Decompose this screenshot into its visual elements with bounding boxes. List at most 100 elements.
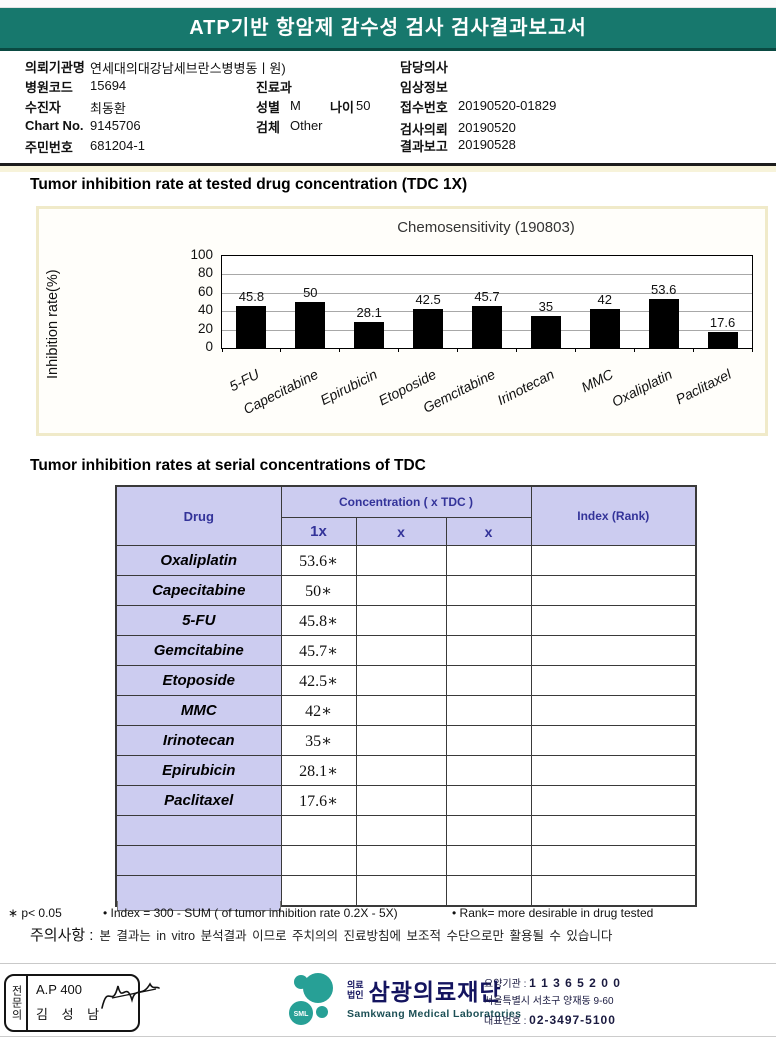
specialist-stamp: 전문의 A.P 400 김 성 남 [4,974,160,1032]
corp-info-block: 요양기관 : 1 1 3 6 5 2 0 0 서울특별시 서초구 양재동 9-6… [484,973,621,1031]
bar-value-label: 53.6 [651,281,677,297]
y-axis-label: Inhibition rate(%) [45,269,61,379]
section-divider [0,163,776,166]
table-row: Gemcitabine 45.7∗ [115,635,697,666]
value-cell-x3 [445,845,532,876]
bottom-margin-line [0,1036,776,1037]
table-row: 5-FU 45.8∗ [115,605,697,636]
value-cell-x2 [355,545,447,576]
value-cell-x3 [445,755,532,786]
y-tick-label: 80 [197,265,213,281]
pvalue-note: ∗ p< 0.05 [8,906,62,920]
x-axis-tick [339,348,341,352]
caution-text: 본 결과는 in vitro 분석결과 이므로 주치의의 진료방침에 보조적 수… [99,929,613,943]
value-cell-x2 [355,845,447,876]
bar-value-label: 28.1 [356,305,382,321]
y-tick-label: 40 [197,302,213,318]
org-value: 연세대의대강남세브란스병병동ㅣ원) [90,61,286,76]
table-row: Epirubicin 28.1∗ [115,755,697,786]
value-cell-1x: 17.6∗ [280,785,357,816]
value-cell-x3 [445,635,532,666]
x-axis-tick [457,348,459,352]
drug-name-cell [115,845,282,876]
value-cell-1x: 45.8∗ [280,605,357,636]
bar [707,331,738,348]
stamp-line1: A.P 400 [36,982,83,997]
sex-label: 성별 [256,100,280,115]
age-label: 나이 [330,100,354,115]
y-axis-ticks: 0 20 40 60 80 100 [167,247,213,354]
bar-value-label: 42 [597,292,612,308]
col-header-concentration: Concentration ( x TDC ) [280,485,532,518]
care-org-number: 1 1 3 6 5 2 0 0 [529,976,621,990]
value-cell-1x: 42.5∗ [280,665,357,696]
value-cell-x3 [445,605,532,636]
organization-block: 의료 법인 삼광의료재단 Samkwang Medical Laboratori… [347,973,521,1020]
value-cell-1x: 45.7∗ [280,635,357,666]
y-tick-label: 0 [205,339,213,354]
value-cell-x2 [355,695,447,726]
col-header-drug: Drug [115,485,282,546]
hospital-code-value: 15694 [90,78,127,93]
drug-name-cell: Irinotecan [115,725,282,756]
value-cell-x3 [445,665,532,696]
caution-label: 주의사항 [30,927,86,944]
chart-title: Chemosensitivity (190803) [397,219,575,236]
value-cell-1x [280,845,357,876]
stamp-side-label: 전문의 [6,976,28,1030]
value-cell-1x: 42∗ [280,695,357,726]
x-axis-labels: 5-FU Capecitabine Epirubicin Etoposide Gemci… [221,361,751,431]
value-cell-x2 [355,755,447,786]
x-axis-tick [398,348,400,352]
x-axis-tick [221,348,223,352]
index-cell [530,845,697,876]
gridline [222,274,752,276]
bar-value-label: 17.6 [709,314,736,330]
index-cell [530,815,697,846]
bar-value-label: 45.8 [238,288,265,304]
bar-value-label: 50 [303,285,318,300]
value-cell-1x: 35∗ [280,725,357,756]
footer-divider [0,963,776,964]
stamp-line2: 김 성 남 [36,1007,105,1022]
index-cell [530,575,697,606]
corp-info-line3: 대표번호 : 02-3497-5100 [484,1010,621,1030]
signature-scribble [101,982,160,1009]
table-row: MMC 42∗ [115,695,697,726]
value-cell-x3 [445,695,532,726]
org-label: 의뢰기관명 [25,60,85,75]
index-note: • Index = 300 - SUM ( of tumor inhibitio… [103,906,398,920]
specimen-label: 검체 [256,120,280,135]
rank-note: • Rank= more desirable in drug tested [452,906,654,920]
chemosensitivity-chart: Chemosensitivity (190803) Inhibition rat… [36,206,768,436]
col-header-1x: 1x [280,517,357,546]
sml-logo-text: SML [294,1011,310,1018]
corp-info-line1: 요양기관 : 1 1 3 6 5 2 0 0 [484,973,621,993]
age-value: 50 [356,98,371,113]
bar [295,302,326,348]
receipt-value: 20190520-01829 [458,98,557,113]
sml-logo-icon: SML [289,973,333,1025]
bar-value-label: 45.7 [474,288,500,304]
value-cell-x3 [445,815,532,846]
x-axis-tick [633,348,635,352]
bar-value-label: 42.5 [415,291,441,307]
value-cell-x2 [355,665,447,696]
value-cell-x2 [355,605,447,636]
index-cell [530,725,697,756]
x-axis-tick [692,348,694,352]
bar [413,308,444,348]
org-name-english: Samkwang Medical Laboratories [347,1008,522,1020]
index-cell [530,695,697,726]
x-axis-tick [751,348,753,352]
table-row: Etoposide 42.5∗ [115,665,697,696]
value-cell-1x: 28.1∗ [280,755,357,786]
report-date-label: 결과보고 [400,139,448,154]
org-name: 삼광의료재단 [368,979,502,1005]
value-cell-x2 [355,815,447,846]
drug-name-cell: Capecitabine [115,575,282,606]
org-type: 의료 법인 [347,979,364,1000]
drug-name-cell: Epirubicin [115,755,282,786]
table-row: Capecitabine 50∗ [115,575,697,606]
bar-value-label: 35 [538,298,554,314]
